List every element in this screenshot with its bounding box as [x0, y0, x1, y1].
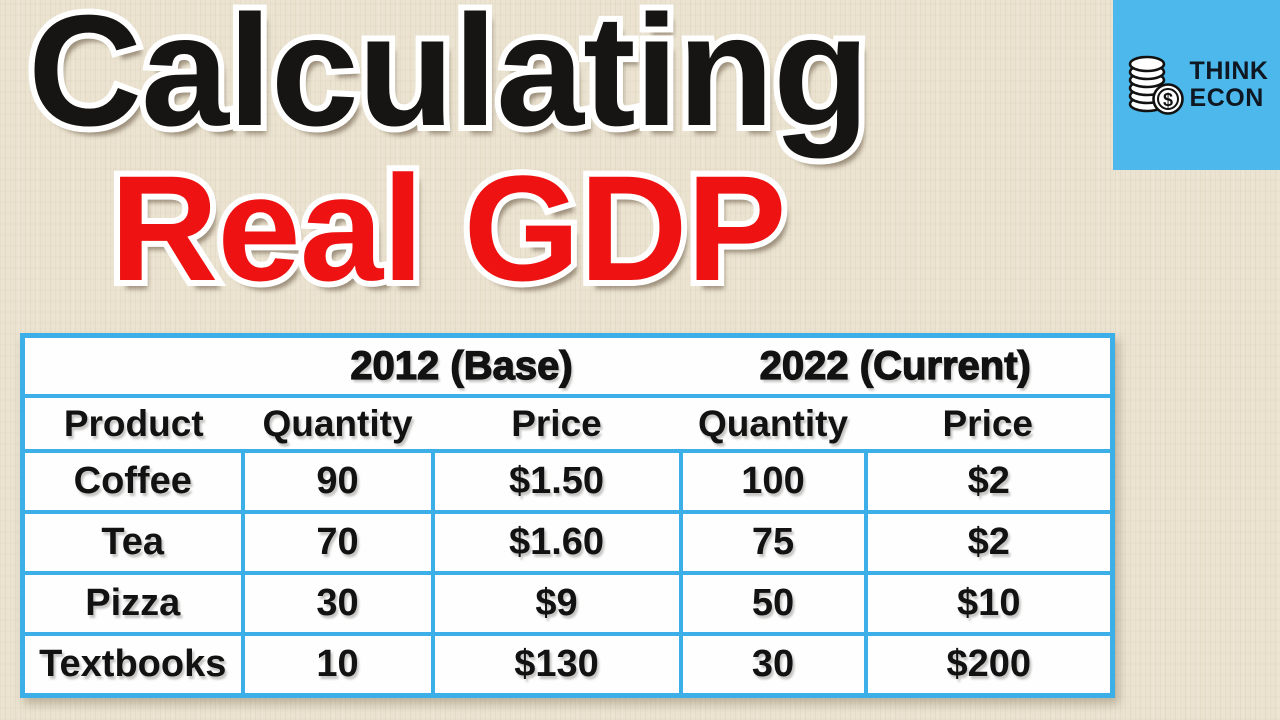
cell-price-2022: $2 — [863, 449, 1113, 514]
column-header-price-2022: Price — [865, 394, 1113, 453]
cell-price-2012: $1.60 — [430, 510, 681, 575]
cell-quantity-2012: 30 — [240, 571, 433, 636]
column-header-price-2012: Price — [432, 394, 681, 453]
cell-quantity-2022: 75 — [678, 510, 866, 575]
cell-product: Pizza — [22, 571, 243, 636]
cell-price-2022: $200 — [863, 632, 1113, 698]
cell-price-2012: $130 — [430, 632, 681, 698]
logo-word-think: THINK — [1189, 56, 1269, 85]
table-row-tea: Tea 70 $1.60 75 $2 — [22, 510, 1113, 575]
dollar-sign-icon: $ — [1163, 90, 1173, 110]
cell-price-2012: $1.50 — [430, 449, 681, 514]
cell-product: Coffee — [22, 449, 243, 514]
column-header-quantity-2022: Quantity — [680, 394, 866, 453]
cell-product: Tea — [22, 510, 243, 575]
cell-product: Textbooks — [22, 632, 243, 698]
table-row-textbooks: Textbooks 10 $130 30 $200 — [22, 632, 1113, 698]
logo-word-econ: ECON — [1189, 84, 1264, 112]
page-subtitle-text: Real GDP — [110, 144, 787, 312]
page-title-text: Calculating — [28, 0, 870, 159]
page-subtitle-outline: Real GDP — [104, 144, 793, 312]
cell-quantity-2012: 90 — [240, 449, 433, 514]
column-header-quantity-2012: Quantity — [242, 394, 433, 453]
cell-quantity-2022: 100 — [678, 449, 866, 514]
table-row-pizza: Pizza 30 $9 50 $10 — [22, 571, 1113, 636]
cell-quantity-2012: 70 — [240, 510, 433, 575]
year-header-2022-current: 2022 (Current) — [680, 333, 1113, 398]
cell-quantity-2022: 30 — [678, 632, 866, 698]
column-header-product: Product — [22, 394, 243, 453]
cell-quantity-2022: 50 — [678, 571, 866, 636]
cell-price-2022: $10 — [863, 571, 1113, 636]
year-header-2012-base: 2012 (Base) — [242, 333, 681, 398]
cell-price-2012: $9 — [430, 571, 681, 636]
logo-wordmark: THINK ECON — [1189, 56, 1269, 113]
year-header-row: 2012 (Base) 2022 (Current) — [22, 333, 1113, 398]
page-title: Calculating Calculating — [22, 0, 876, 159]
column-header-row: Product Quantity Price Quantity Price — [22, 394, 1113, 453]
think-econ-logo: $ THINK ECON — [1113, 0, 1280, 170]
cell-price-2022: $2 — [863, 510, 1113, 575]
page-subtitle: Real GDP Real GDP — [104, 144, 793, 312]
table-row-coffee: Coffee 90 $1.50 100 $2 — [22, 449, 1113, 514]
gdp-table-container: 2012 (Base) 2022 (Current) Product Quant… — [20, 333, 1116, 698]
page-title-outline: Calculating — [22, 0, 876, 159]
empty-corner-cell — [22, 333, 243, 398]
cell-quantity-2012: 10 — [240, 632, 433, 698]
gdp-data-table: 2012 (Base) 2022 (Current) Product Quant… — [20, 333, 1116, 698]
coin-stack-icon: $ — [1128, 55, 1184, 115]
